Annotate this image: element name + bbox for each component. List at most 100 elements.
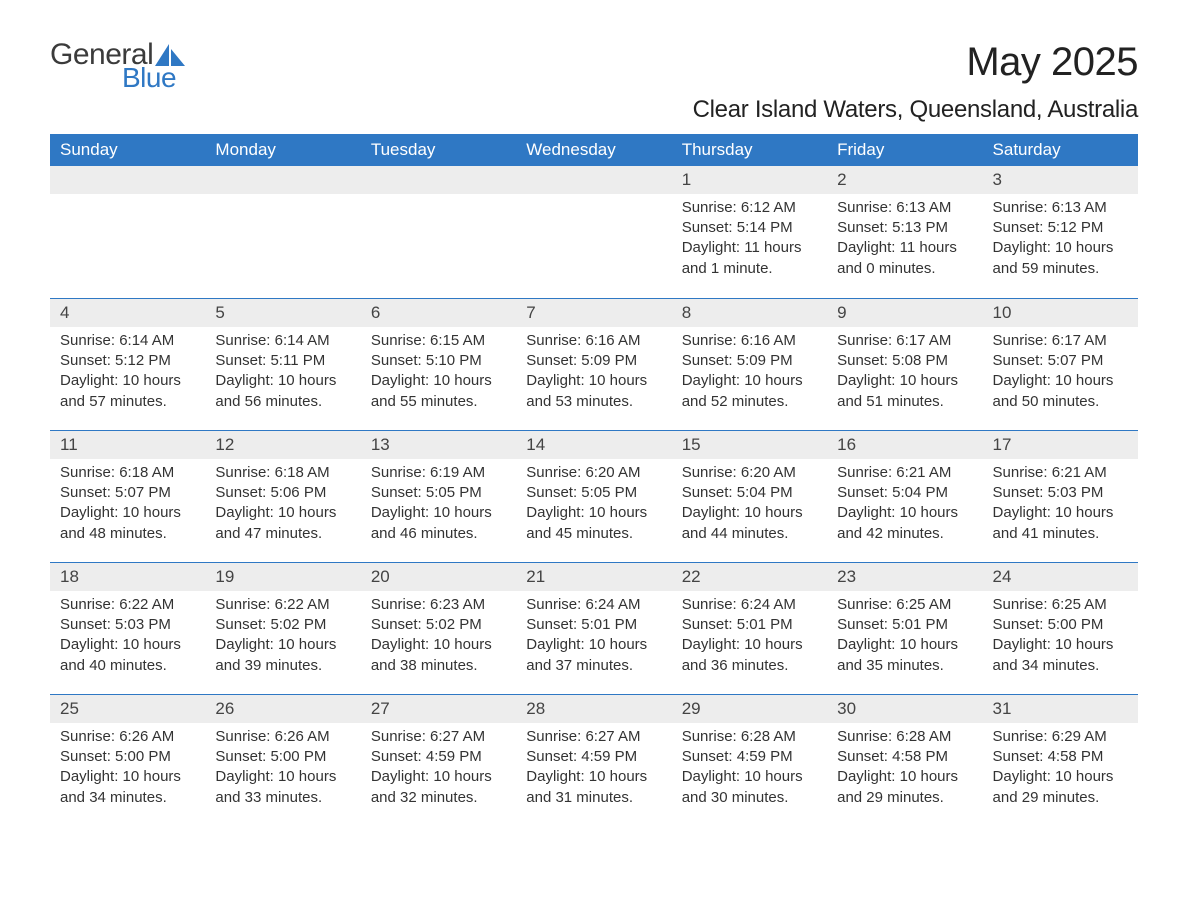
day-sunrise: Sunrise: 6:26 AM	[215, 727, 350, 747]
week-row: 18Sunrise: 6:22 AMSunset: 5:03 PMDayligh…	[50, 562, 1138, 694]
day-body: Sunrise: 6:14 AMSunset: 5:12 PMDaylight:…	[50, 327, 205, 420]
day-number: 12	[205, 431, 360, 459]
day-number: 16	[827, 431, 982, 459]
day-number	[361, 166, 516, 194]
day-sunrise: Sunrise: 6:29 AM	[993, 727, 1128, 747]
day-cell	[361, 166, 516, 298]
day-daylight1: Daylight: 10 hours	[837, 371, 972, 391]
day-sunrise: Sunrise: 6:17 AM	[993, 331, 1128, 351]
day-body: Sunrise: 6:13 AMSunset: 5:12 PMDaylight:…	[983, 194, 1138, 287]
day-sunrise: Sunrise: 6:22 AM	[60, 595, 195, 615]
day-cell: 25Sunrise: 6:26 AMSunset: 5:00 PMDayligh…	[50, 695, 205, 826]
day-body: Sunrise: 6:19 AMSunset: 5:05 PMDaylight:…	[361, 459, 516, 552]
day-sunrise: Sunrise: 6:20 AM	[526, 463, 661, 483]
day-number: 23	[827, 563, 982, 591]
day-sunset: Sunset: 5:00 PM	[60, 747, 195, 767]
day-cell: 12Sunrise: 6:18 AMSunset: 5:06 PMDayligh…	[205, 431, 360, 562]
day-daylight2: and 38 minutes.	[371, 656, 506, 676]
day-sunset: Sunset: 4:58 PM	[993, 747, 1128, 767]
day-daylight1: Daylight: 10 hours	[526, 503, 661, 523]
day-sunset: Sunset: 4:59 PM	[682, 747, 817, 767]
day-number: 29	[672, 695, 827, 723]
day-body: Sunrise: 6:26 AMSunset: 5:00 PMDaylight:…	[50, 723, 205, 816]
day-cell: 19Sunrise: 6:22 AMSunset: 5:02 PMDayligh…	[205, 563, 360, 694]
day-daylight2: and 29 minutes.	[993, 788, 1128, 808]
day-sunset: Sunset: 5:10 PM	[371, 351, 506, 371]
day-sunrise: Sunrise: 6:13 AM	[837, 198, 972, 218]
day-body: Sunrise: 6:20 AMSunset: 5:05 PMDaylight:…	[516, 459, 671, 552]
day-body: Sunrise: 6:27 AMSunset: 4:59 PMDaylight:…	[361, 723, 516, 816]
day-body: Sunrise: 6:23 AMSunset: 5:02 PMDaylight:…	[361, 591, 516, 684]
day-daylight1: Daylight: 11 hours	[682, 238, 817, 258]
day-cell: 28Sunrise: 6:27 AMSunset: 4:59 PMDayligh…	[516, 695, 671, 826]
day-sunset: Sunset: 4:59 PM	[371, 747, 506, 767]
day-body: Sunrise: 6:21 AMSunset: 5:04 PMDaylight:…	[827, 459, 982, 552]
day-daylight1: Daylight: 10 hours	[526, 767, 661, 787]
day-body: Sunrise: 6:16 AMSunset: 5:09 PMDaylight:…	[516, 327, 671, 420]
day-body: Sunrise: 6:18 AMSunset: 5:07 PMDaylight:…	[50, 459, 205, 552]
day-daylight1: Daylight: 10 hours	[993, 371, 1128, 391]
day-daylight2: and 30 minutes.	[682, 788, 817, 808]
day-sunrise: Sunrise: 6:23 AM	[371, 595, 506, 615]
day-number: 5	[205, 299, 360, 327]
day-sunrise: Sunrise: 6:25 AM	[993, 595, 1128, 615]
day-daylight1: Daylight: 10 hours	[993, 238, 1128, 258]
day-sunrise: Sunrise: 6:18 AM	[60, 463, 195, 483]
day-number: 17	[983, 431, 1138, 459]
day-cell: 30Sunrise: 6:28 AMSunset: 4:58 PMDayligh…	[827, 695, 982, 826]
day-daylight1: Daylight: 10 hours	[60, 767, 195, 787]
day-number: 4	[50, 299, 205, 327]
day-daylight1: Daylight: 10 hours	[682, 635, 817, 655]
day-daylight1: Daylight: 10 hours	[215, 767, 350, 787]
day-sunset: Sunset: 5:07 PM	[60, 483, 195, 503]
day-number: 1	[672, 166, 827, 194]
weekday-header: Wednesday	[516, 134, 671, 166]
day-body: Sunrise: 6:25 AMSunset: 5:01 PMDaylight:…	[827, 591, 982, 684]
day-daylight1: Daylight: 10 hours	[60, 635, 195, 655]
day-cell: 31Sunrise: 6:29 AMSunset: 4:58 PMDayligh…	[983, 695, 1138, 826]
day-daylight1: Daylight: 10 hours	[371, 635, 506, 655]
day-sunrise: Sunrise: 6:20 AM	[682, 463, 817, 483]
day-cell: 11Sunrise: 6:18 AMSunset: 5:07 PMDayligh…	[50, 431, 205, 562]
day-daylight2: and 33 minutes.	[215, 788, 350, 808]
weekday-header: Friday	[827, 134, 982, 166]
day-daylight1: Daylight: 10 hours	[682, 371, 817, 391]
week-row: 4Sunrise: 6:14 AMSunset: 5:12 PMDaylight…	[50, 298, 1138, 430]
day-cell: 9Sunrise: 6:17 AMSunset: 5:08 PMDaylight…	[827, 299, 982, 430]
day-cell: 7Sunrise: 6:16 AMSunset: 5:09 PMDaylight…	[516, 299, 671, 430]
day-daylight2: and 57 minutes.	[60, 392, 195, 412]
day-daylight2: and 0 minutes.	[837, 259, 972, 279]
day-sunrise: Sunrise: 6:21 AM	[837, 463, 972, 483]
day-daylight2: and 56 minutes.	[215, 392, 350, 412]
day-cell: 8Sunrise: 6:16 AMSunset: 5:09 PMDaylight…	[672, 299, 827, 430]
location-subtitle: Clear Island Waters, Queensland, Austral…	[50, 96, 1138, 124]
day-cell: 10Sunrise: 6:17 AMSunset: 5:07 PMDayligh…	[983, 299, 1138, 430]
day-number: 27	[361, 695, 516, 723]
day-sunset: Sunset: 5:00 PM	[215, 747, 350, 767]
day-body: Sunrise: 6:24 AMSunset: 5:01 PMDaylight:…	[672, 591, 827, 684]
day-daylight2: and 45 minutes.	[526, 524, 661, 544]
day-sunset: Sunset: 5:05 PM	[371, 483, 506, 503]
day-sunrise: Sunrise: 6:15 AM	[371, 331, 506, 351]
day-sunset: Sunset: 4:59 PM	[526, 747, 661, 767]
day-cell: 3Sunrise: 6:13 AMSunset: 5:12 PMDaylight…	[983, 166, 1138, 298]
day-sunrise: Sunrise: 6:17 AM	[837, 331, 972, 351]
day-number: 30	[827, 695, 982, 723]
day-daylight2: and 36 minutes.	[682, 656, 817, 676]
day-number: 22	[672, 563, 827, 591]
day-sunrise: Sunrise: 6:27 AM	[371, 727, 506, 747]
day-body: Sunrise: 6:17 AMSunset: 5:08 PMDaylight:…	[827, 327, 982, 420]
day-number: 8	[672, 299, 827, 327]
day-sunrise: Sunrise: 6:16 AM	[682, 331, 817, 351]
day-sunrise: Sunrise: 6:25 AM	[837, 595, 972, 615]
day-cell: 17Sunrise: 6:21 AMSunset: 5:03 PMDayligh…	[983, 431, 1138, 562]
day-number: 31	[983, 695, 1138, 723]
day-sunrise: Sunrise: 6:18 AM	[215, 463, 350, 483]
weekday-header: Monday	[205, 134, 360, 166]
day-sunset: Sunset: 5:02 PM	[371, 615, 506, 635]
day-sunset: Sunset: 5:01 PM	[682, 615, 817, 635]
day-number: 21	[516, 563, 671, 591]
day-daylight2: and 34 minutes.	[60, 788, 195, 808]
weekday-header: Sunday	[50, 134, 205, 166]
day-daylight2: and 37 minutes.	[526, 656, 661, 676]
